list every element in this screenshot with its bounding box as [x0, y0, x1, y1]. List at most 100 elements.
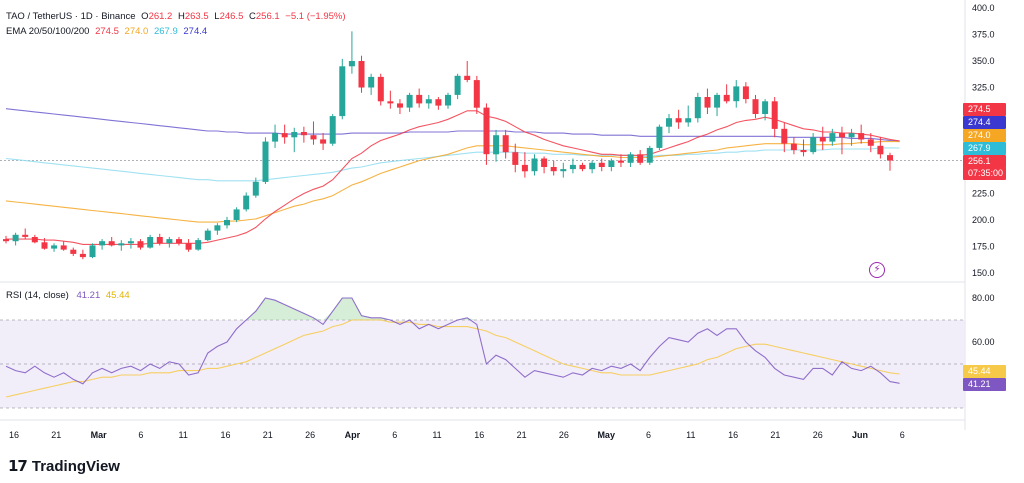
candle-body — [358, 61, 365, 88]
candle-body — [348, 61, 355, 67]
candle-body — [887, 155, 893, 161]
ema20-line — [6, 110, 900, 245]
open-value: 261.2 — [148, 11, 173, 22]
candle-body — [22, 234, 29, 237]
rsi-tick-label: 60.00 — [972, 337, 995, 347]
price-badge: 274.0 — [963, 129, 1006, 142]
candle-body — [252, 181, 259, 196]
candle-body — [675, 118, 682, 123]
candle-body — [435, 99, 442, 106]
time-tick-label: 11 — [179, 430, 188, 440]
candle-body — [416, 94, 423, 104]
candle-body — [512, 152, 519, 165]
ema200-line — [5, 108, 900, 142]
candle-body — [339, 66, 346, 117]
candle-body — [387, 101, 394, 104]
candle-body — [464, 75, 471, 80]
rsi-overbought-fill — [6, 298, 900, 320]
candle-body — [166, 239, 173, 244]
candle-body — [89, 245, 96, 258]
rsi-label[interactable]: RSI (14, close) — [6, 290, 69, 301]
candle-body — [493, 135, 500, 155]
candle-body — [694, 97, 701, 119]
close-value: 256.1 — [255, 11, 280, 22]
time-tick-label: May — [597, 430, 615, 440]
rsi-ma-badge: 45.44 — [963, 365, 1006, 378]
candle-body — [243, 195, 250, 210]
candle-body — [368, 76, 375, 88]
time-tick-label: 11 — [432, 430, 441, 440]
candle-body — [656, 126, 663, 148]
candle-body — [646, 147, 653, 163]
candle-body — [3, 239, 9, 242]
candle-body — [51, 245, 58, 249]
candle-body — [666, 118, 672, 127]
rsi-pane — [0, 297, 965, 409]
candle-body — [185, 243, 192, 250]
flash-icon[interactable]: ⚡ — [869, 262, 885, 278]
price-tick-label: 175.0 — [972, 242, 995, 252]
ema50-line — [5, 141, 900, 223]
candle-body — [137, 241, 144, 248]
price-tick-label: 200.0 — [972, 215, 995, 225]
rsi-badge: 41.21 — [963, 378, 1006, 391]
price-tick-label: 375.0 — [972, 30, 995, 40]
symbol-name[interactable]: TAO / TetherUS · 1D · Binance — [6, 11, 136, 22]
candle-body — [406, 94, 413, 108]
rsi-legend: RSI (14, close) 41.21 45.44 — [6, 290, 133, 301]
price-badge: 274.4 — [963, 116, 1006, 129]
time-tick-label: 6 — [392, 430, 397, 440]
time-axis: 16 21 Mar 6 11 16 21 26 Apr 6 11 16 21 26 May 6 11 16 21 26… — [9, 430, 905, 440]
open-label: O — [141, 11, 149, 22]
candle-body — [12, 234, 19, 242]
time-tick-label: 16 — [220, 430, 230, 440]
change-value: −5.1 (−1.95%) — [285, 11, 346, 22]
candle-body — [810, 137, 817, 153]
low-label: L — [214, 11, 220, 22]
candle-body — [483, 107, 490, 155]
rsi-line — [5, 297, 900, 385]
time-tick-label: 26 — [813, 430, 823, 440]
candle-body — [108, 241, 115, 246]
ema20-value: 274.5 — [95, 26, 119, 37]
candle-body — [569, 164, 576, 170]
candle-body — [502, 135, 509, 153]
price-tick-label: 225.0 — [972, 189, 995, 199]
candle-body — [204, 230, 211, 241]
ema-lines — [5, 108, 900, 245]
candle-body — [704, 97, 711, 108]
candle-body — [762, 101, 769, 114]
candle-body — [147, 237, 154, 248]
candle-body — [262, 141, 269, 182]
candle-body — [877, 145, 884, 155]
price-badge: 274.5 — [963, 103, 1006, 116]
price-tick-label: 150.0 — [972, 268, 995, 278]
candle-body — [531, 158, 538, 172]
price-tick-label: 400.0 — [972, 3, 995, 13]
candle-body — [848, 133, 855, 138]
tradingview-logo[interactable]: 17 TradingView — [8, 457, 120, 475]
candle-body — [608, 160, 615, 167]
time-tick-label: 11 — [686, 430, 695, 440]
ema-label[interactable]: EMA 20/50/100/200 — [6, 26, 90, 37]
candle-body — [541, 158, 548, 167]
candle-body — [233, 209, 240, 220]
candle-body — [79, 253, 86, 258]
candle-body — [829, 133, 836, 142]
candle-body — [214, 225, 221, 231]
candle-body — [550, 167, 557, 172]
symbol-header: TAO / TetherUS · 1D · Binance O261.2 H26… — [6, 11, 349, 22]
ema50-value: 274.0 — [124, 26, 149, 37]
ema200-value: 274.4 — [183, 26, 208, 37]
candle-body — [300, 132, 307, 136]
close-label: C — [249, 11, 256, 22]
price-tick-label: 325.0 — [972, 83, 995, 93]
candle-body — [454, 75, 461, 95]
time-tick-label: 26 — [559, 430, 569, 440]
candle-body — [560, 169, 567, 172]
time-tick-label: 16 — [728, 430, 738, 440]
ema-legend: EMA 20/50/100/200 274.5 274.0 267.9 274.… — [6, 26, 210, 37]
candle-body — [627, 154, 634, 163]
candle-body — [714, 94, 721, 108]
candle-body — [99, 241, 106, 246]
